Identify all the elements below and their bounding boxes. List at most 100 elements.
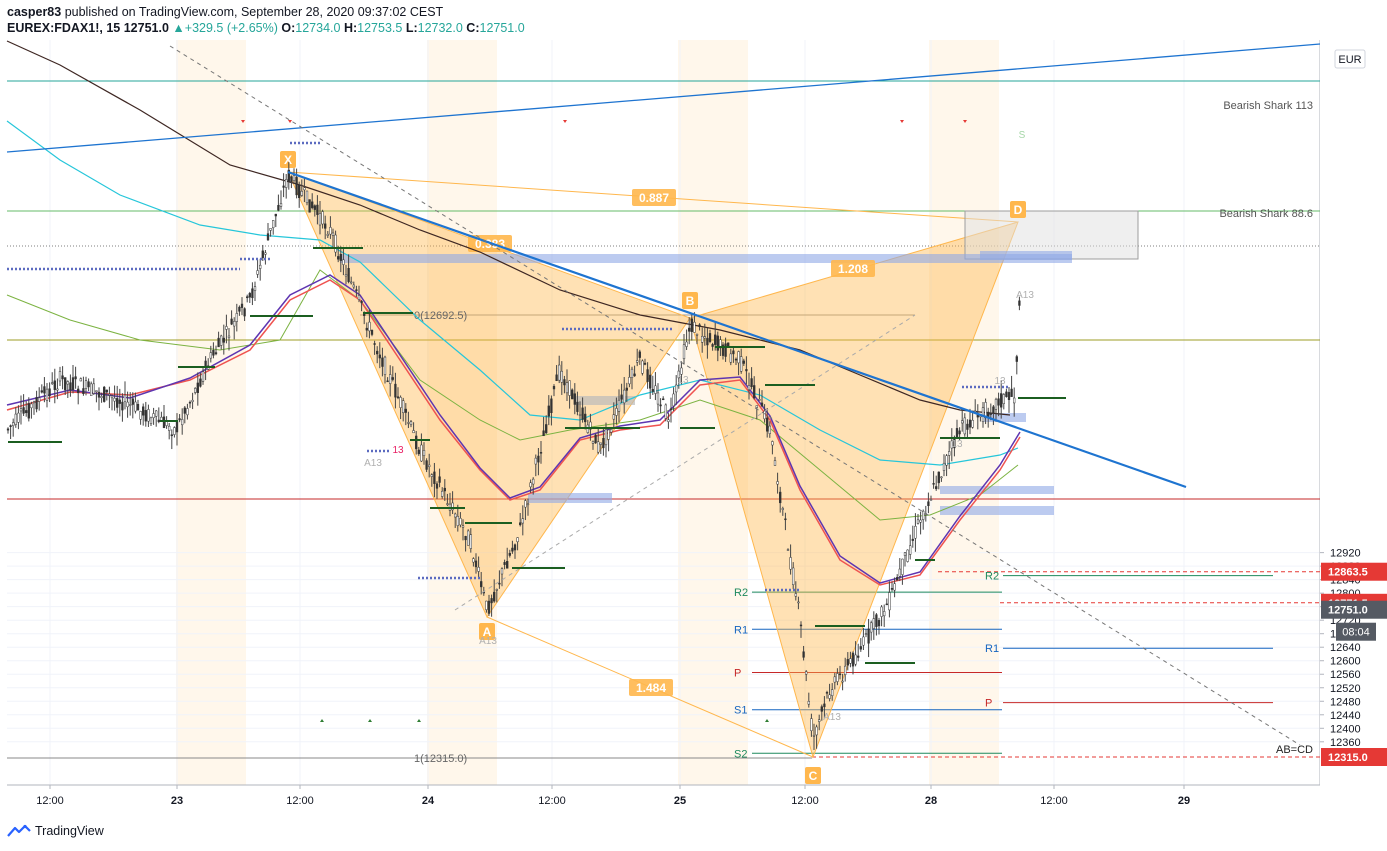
candle-body [391,377,394,380]
candle-body [90,383,93,396]
candle-body [357,295,361,300]
open-value: 12734.0 [295,21,341,35]
annotation-label: Bearish Shark 113 [1223,100,1313,112]
candle-body [48,388,51,397]
candle-body [298,184,301,198]
candle-body [799,624,803,627]
candle-body [118,399,121,404]
candle-body [295,177,298,196]
marker-label: 13 [677,375,689,386]
price-tick-label: 12480 [1330,696,1361,708]
ma-100-line [6,120,1019,466]
candle-body [32,401,36,404]
candle-body [316,204,319,215]
candle-body [360,301,363,304]
candle-body [948,451,951,456]
chart-grid [7,40,1321,786]
candle-body [269,228,272,231]
candle-body [121,401,124,411]
candle-body [147,409,150,422]
candle-body [77,388,80,393]
candle-body [17,412,20,423]
price-tag-label: 12751.0 [1328,605,1368,617]
buy-signal-icon [765,719,769,722]
candle-body [513,544,517,551]
candle-body [966,423,969,430]
candle-body [355,289,358,291]
candle-body [40,390,43,393]
candle-body [766,417,769,432]
candle-body [797,601,800,604]
candle-body [38,397,41,402]
candle-body [537,455,540,463]
time-axis[interactable]: 12:00 23 12:00 24 12:00 25 12:00 28 12:00 29 [36,785,1190,807]
candle-body [659,404,662,407]
candle-body [279,203,283,207]
candle-body [300,190,303,196]
candle-body [625,387,628,391]
candle-body [662,398,665,401]
candle-body [477,566,480,572]
candle-body [610,429,613,433]
candle-body [641,360,644,374]
candle-body [701,336,704,343]
candle-body [623,389,626,404]
candle-body [909,545,912,555]
candle-body [597,441,600,453]
candle-body [558,364,561,381]
published-text: published on TradingView.com, September … [64,5,444,19]
candle-body [877,620,881,627]
brand-name: TradingView [35,824,104,838]
ratio-badge [831,260,875,277]
candle-body [386,380,389,383]
candle-body [506,561,509,569]
pattern-point-label: C [809,769,818,783]
candle-body [155,410,158,417]
candle-body [617,399,621,412]
ratio-badge [629,679,673,696]
candle-body [932,483,935,485]
time-tick-label: 12:00 [1040,795,1068,807]
candle-body [131,398,134,405]
candle-body [282,185,285,188]
candle-body [680,367,683,375]
tradingview-brand[interactable]: TradingView [7,824,104,838]
candle-body [968,419,972,428]
marker-label: S [1019,130,1026,141]
candle-body [711,344,714,347]
candle-body [831,689,834,696]
candle-body [815,726,818,736]
price-tick-label: 12440 [1330,710,1361,722]
candle-body [9,425,12,427]
chart-header: casper83 published on TradingView.com, S… [7,4,525,36]
publisher-name[interactable]: casper83 [7,5,62,19]
candle-body [685,341,688,347]
candle-body [134,401,137,412]
candle-body [381,357,384,367]
candle-body [664,404,667,419]
upper-trendline [6,43,1321,153]
pivot-label: R2 [734,587,748,599]
candle-body [389,374,392,384]
pattern-point-label: A [483,625,492,639]
symbol-label: EUREX:FDAX1!, 15 [7,21,121,35]
candle-body [230,318,233,325]
candle-body [1018,300,1021,306]
candle-body [1005,391,1008,397]
candle-body [261,250,264,259]
candle-body [958,430,961,435]
candle-body [607,429,610,440]
candle-body [755,405,758,408]
countdown-bg [1336,622,1376,641]
candle-body [45,388,49,401]
candle-body [199,378,202,387]
candle-body [802,651,805,658]
candle-body [812,734,816,737]
candle-body [87,381,90,388]
candle-body [464,536,467,541]
candle-body [142,406,145,416]
pattern-point-badge [1010,201,1026,218]
candle-body [274,213,277,217]
